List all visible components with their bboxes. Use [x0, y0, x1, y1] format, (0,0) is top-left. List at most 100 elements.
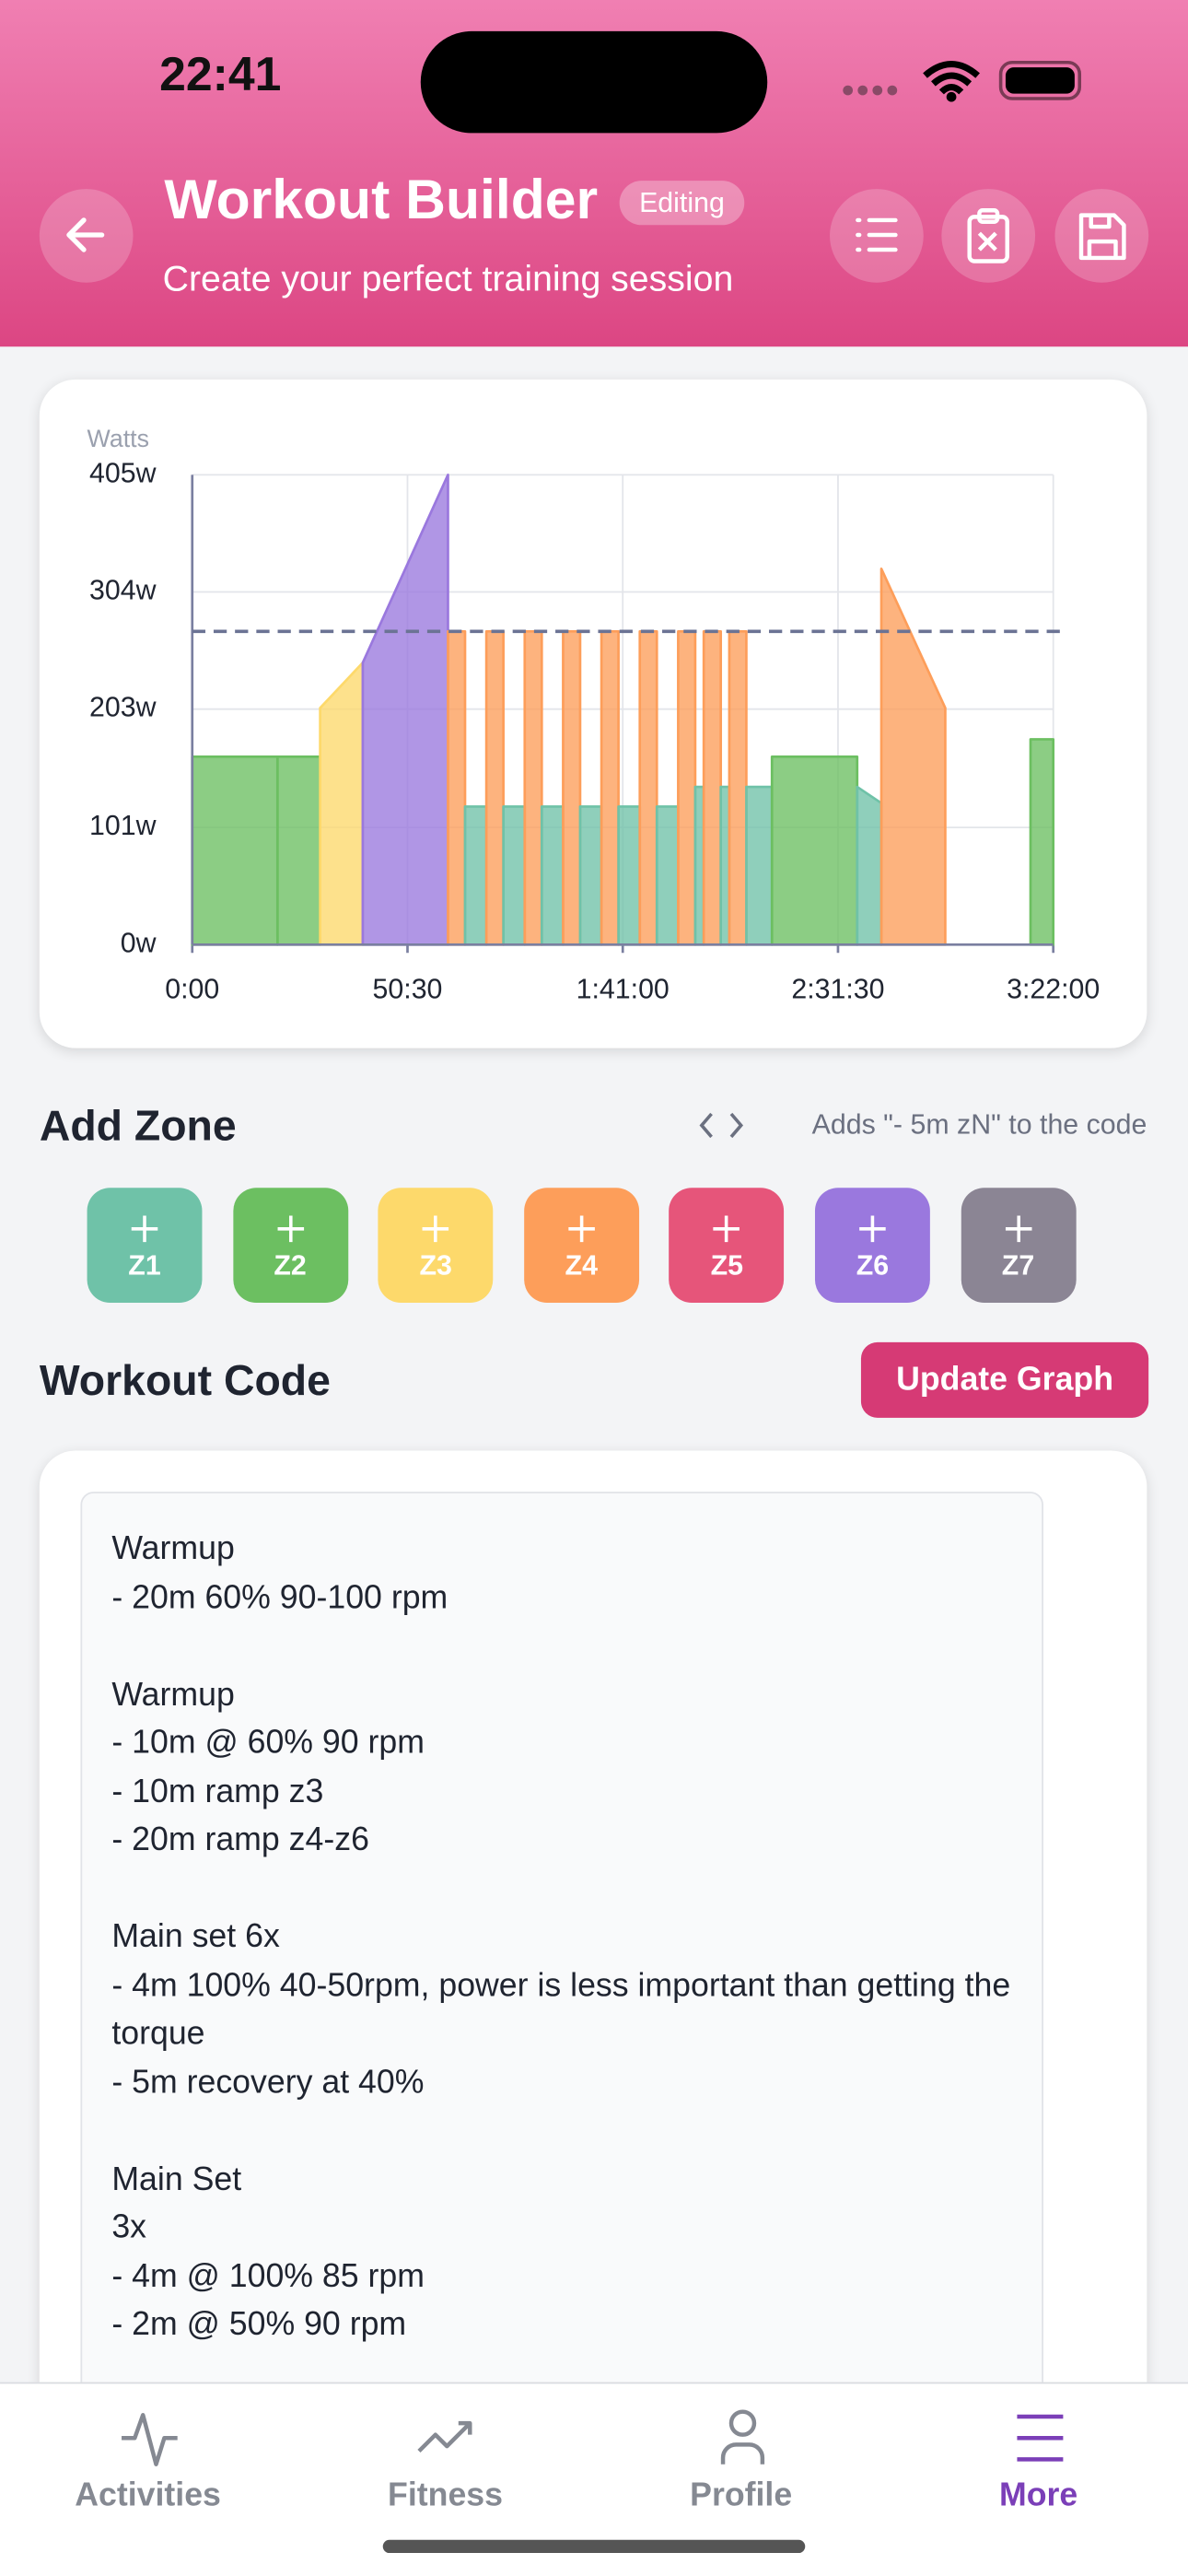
zone-segment — [1029, 738, 1055, 946]
zone-segment — [856, 785, 883, 946]
zone-segment — [540, 805, 565, 946]
y-tick-label: 0w — [121, 928, 157, 958]
zone-segment — [523, 629, 543, 946]
tab-label[interactable]: Profile — [690, 2477, 793, 2514]
save-icon — [1078, 213, 1126, 261]
zone-button[interactable]: Z2 — [232, 1188, 348, 1304]
tab-label[interactable]: Fitness — [388, 2477, 504, 2514]
zone-segment — [275, 755, 321, 946]
save-button[interactable] — [1054, 189, 1149, 283]
plus-icon — [131, 1215, 158, 1243]
plus — [859, 1215, 886, 1243]
tab-icons — [122, 2409, 1064, 2466]
zone-label: Z5 — [710, 1249, 744, 1282]
zone-button[interactable]: Z5 — [669, 1188, 785, 1304]
zone-segment — [361, 473, 449, 946]
zone-segment — [655, 805, 680, 946]
clear-button[interactable] — [941, 189, 1036, 283]
fitness-icon — [417, 2420, 472, 2453]
y-tick-label: 304w — [89, 576, 157, 606]
code-line: - 4m 100% 40-50rpm, power is less import… — [111, 1967, 1011, 2053]
y-tick-label: 203w — [89, 693, 157, 723]
code-line: - 10m ramp z3 — [111, 1773, 324, 1810]
plus-icon — [276, 1215, 304, 1243]
activity-icon — [122, 2413, 178, 2466]
zone-label: Z2 — [274, 1249, 307, 1282]
code-line: - 2m @ 50% 90 rpm — [111, 2306, 407, 2343]
clipboard-icon — [967, 208, 1009, 263]
profile-icon — [720, 2409, 765, 2465]
code-line: 3x — [111, 2209, 147, 2246]
zone-segment — [562, 629, 582, 946]
zone-segment — [463, 805, 488, 946]
zone-label: Z3 — [419, 1249, 452, 1282]
code-line: Warmup — [111, 1676, 235, 1713]
zone-label: Z1 — [128, 1249, 161, 1282]
plus-icon — [567, 1215, 595, 1243]
code-block: Main set 6x - 4m 100% 40-50rpm, power is … — [111, 1914, 1012, 2107]
zone-segment — [702, 629, 723, 946]
update-graph-button[interactable]: Update Graph — [860, 1341, 1149, 1418]
zone-segment — [502, 805, 527, 946]
tab-label[interactable]: Activities — [75, 2477, 221, 2514]
x-tick-label: 0:00 — [165, 974, 219, 1004]
zone-segment — [719, 785, 731, 946]
code-block: Warmup - 20m 60% 90-100 rpm — [111, 1527, 1012, 1623]
zone-segment — [600, 629, 620, 946]
zone-segment — [693, 785, 705, 946]
home-indicator — [382, 2539, 806, 2554]
list-button[interactable] — [830, 189, 924, 283]
back-button[interactable] — [39, 189, 134, 283]
editing-badge: Editing — [619, 181, 745, 226]
code-line: Main set 6x — [111, 1918, 280, 1955]
zone-button[interactable]: Z7 — [961, 1188, 1076, 1304]
code-icon — [699, 1112, 744, 1139]
code-line: - 20m 60% 90-100 rpm — [111, 1579, 448, 1616]
zone-label: Z7 — [1001, 1249, 1035, 1282]
code-line: - 5m recovery at 40% — [111, 2064, 425, 2101]
code-block: Warmup - 10m @ 60% 90 rpm - 10m ramp z3 - 2… — [111, 1671, 1012, 1865]
add-zone-title: Add Zone — [39, 1100, 237, 1151]
code-line: - 20m ramp z4-z6 — [111, 1821, 369, 1858]
zone-label: Z4 — [565, 1249, 598, 1282]
dynamic-island — [420, 30, 768, 134]
zone-segment — [638, 629, 658, 946]
zone-button[interactable]: Z1 — [87, 1188, 203, 1304]
x-tick-label: 2:31:30 — [791, 974, 884, 1004]
plus — [131, 1215, 158, 1243]
more-icon — [1017, 2414, 1064, 2462]
plus-icon — [859, 1215, 886, 1243]
zone-button[interactable]: Z3 — [378, 1188, 494, 1304]
code-line: - 4m @ 100% 85 rpm — [111, 2257, 425, 2295]
add-zone-hint: Adds "- 5m zN" to the code — [811, 1108, 1147, 1141]
zone-segment — [319, 661, 365, 946]
zone-segment — [191, 755, 279, 946]
code-editor[interactable]: Warmup - 20m 60% 90-100 rpm Warmup - 10m @ … — [80, 1492, 1043, 2478]
plus-icon — [714, 1215, 740, 1243]
plus — [567, 1215, 595, 1243]
status-icons — [843, 60, 1082, 102]
zone-label: Z6 — [856, 1249, 890, 1282]
zone-button[interactable]: Z4 — [523, 1188, 639, 1304]
x-tick-label: 1:41:00 — [577, 974, 670, 1004]
x-tick-label: 50:30 — [373, 974, 443, 1004]
zone-segment — [879, 567, 947, 946]
tab-label[interactable]: More — [998, 2477, 1078, 2514]
plus — [276, 1215, 304, 1243]
back-icon — [66, 217, 105, 252]
page-subtitle: Create your perfect training session — [162, 257, 734, 299]
y-axis-label: Watts — [87, 425, 149, 452]
y-tick-label: 101w — [89, 811, 157, 841]
plus — [714, 1215, 740, 1243]
plus-icon — [422, 1215, 449, 1243]
zone-button[interactable]: Z6 — [814, 1188, 930, 1304]
zone-segment — [728, 629, 748, 946]
header: 22:41 Workout Builder Editing Create you… — [0, 0, 1188, 347]
plus — [422, 1215, 449, 1243]
zone-segment — [617, 805, 642, 946]
code-line: Warmup — [111, 1530, 235, 1568]
plus-icon — [1005, 1215, 1031, 1243]
zone-segment — [447, 629, 467, 946]
power-chart: Watts 0w 101w 203w 304w 405w 0:00 50:30 1:41:00… — [87, 425, 1101, 1004]
